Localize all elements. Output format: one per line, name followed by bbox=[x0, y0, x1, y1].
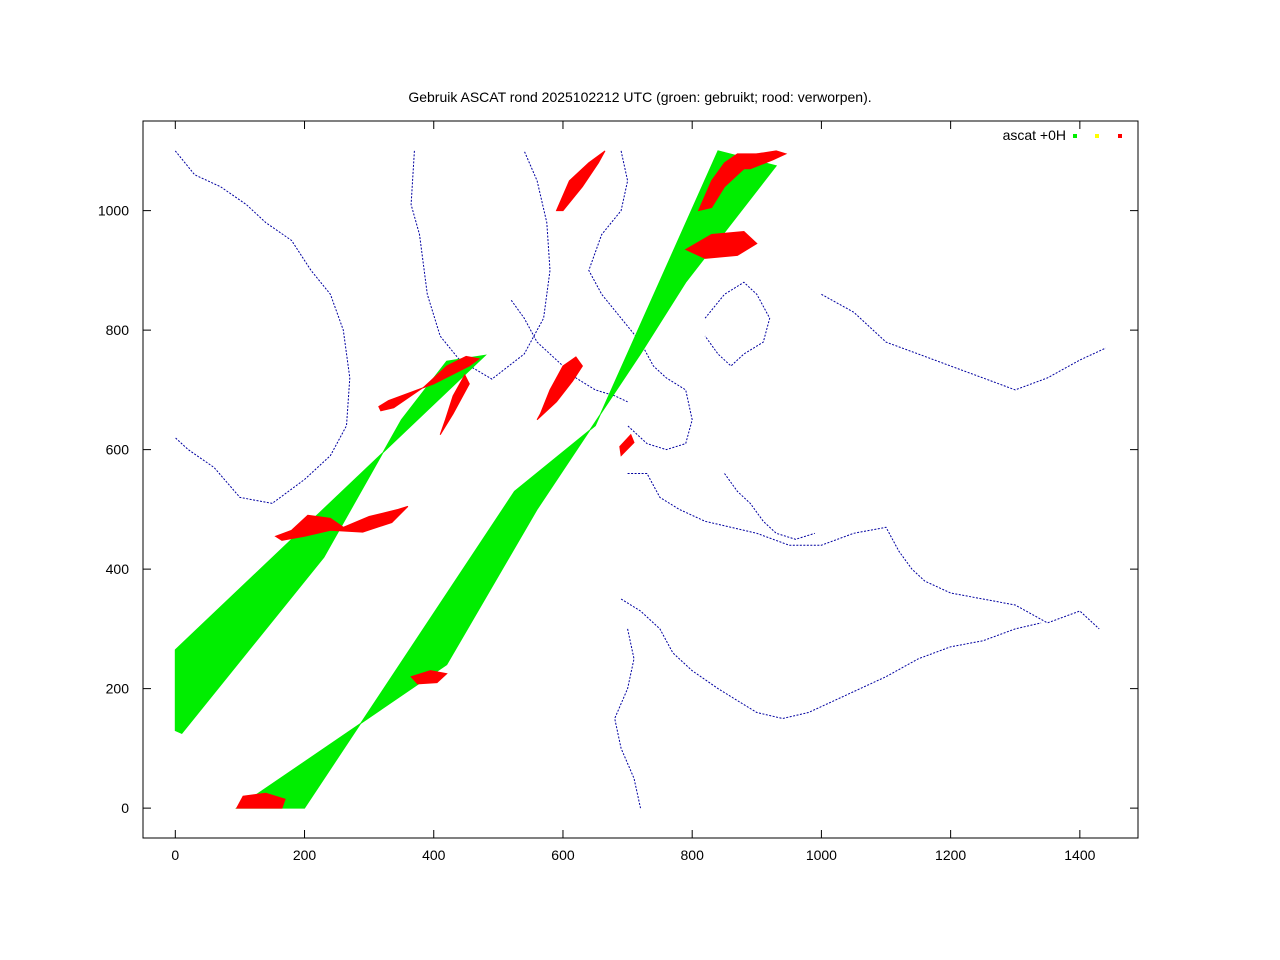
rejected-observation-region bbox=[235, 792, 286, 809]
y-tick-label: 200 bbox=[106, 681, 130, 697]
x-axis: 0 200 400 600 800 1000 1200 1400 bbox=[171, 121, 1096, 863]
coastline bbox=[174, 150, 351, 504]
rejected-observation-region bbox=[684, 230, 758, 259]
rejected-observation-region bbox=[439, 373, 470, 435]
coastline bbox=[614, 628, 641, 809]
legend-marker bbox=[1095, 134, 1099, 138]
rejected-observation-region bbox=[619, 433, 635, 457]
legend-marks bbox=[1073, 134, 1122, 138]
rejected-observation-region bbox=[729, 150, 788, 170]
x-tick-label: 800 bbox=[681, 847, 705, 863]
legend-marker bbox=[1073, 134, 1077, 138]
y-tick-label: 400 bbox=[106, 561, 130, 577]
rejected-observation-region bbox=[378, 355, 481, 412]
x-tick-label: 400 bbox=[422, 847, 446, 863]
x-tick-label: 0 bbox=[171, 847, 179, 863]
used-observation-swath bbox=[174, 354, 487, 735]
coastline bbox=[724, 473, 816, 540]
y-tick-label: 0 bbox=[121, 800, 129, 816]
legend-title: ascat +0H bbox=[1003, 127, 1066, 143]
legend-marker bbox=[1118, 134, 1122, 138]
rejected-observation-region bbox=[410, 670, 448, 685]
coastline bbox=[821, 293, 1106, 391]
y-tick-label: 600 bbox=[106, 442, 130, 458]
rejected-observation-region bbox=[555, 150, 606, 212]
coastline bbox=[627, 473, 1100, 630]
x-tick-label: 1000 bbox=[806, 847, 837, 863]
chart-title: Gebruik ASCAT rond 2025102212 UTC (groen… bbox=[408, 89, 871, 105]
coastline bbox=[620, 598, 1042, 720]
x-tick-label: 1200 bbox=[935, 847, 966, 863]
x-tick-label: 600 bbox=[551, 847, 575, 863]
x-tick-label: 1400 bbox=[1064, 847, 1095, 863]
rejected-observation-region bbox=[536, 356, 584, 421]
rejected-observation-region bbox=[274, 505, 409, 541]
plot-frame bbox=[142, 120, 1139, 839]
x-tick-label: 200 bbox=[293, 847, 317, 863]
coastline bbox=[588, 150, 693, 451]
legend: ascat +0H bbox=[1003, 127, 1122, 143]
coastline bbox=[704, 281, 771, 367]
used-observation-swath bbox=[235, 150, 778, 809]
coastline bbox=[410, 150, 551, 380]
y-tick-label: 800 bbox=[106, 322, 130, 338]
coastline bbox=[510, 300, 628, 403]
y-tick-label: 1000 bbox=[98, 203, 129, 219]
y-axis: 0 200 400 600 800 1000 bbox=[98, 203, 1138, 816]
plot-marks bbox=[174, 150, 1106, 809]
